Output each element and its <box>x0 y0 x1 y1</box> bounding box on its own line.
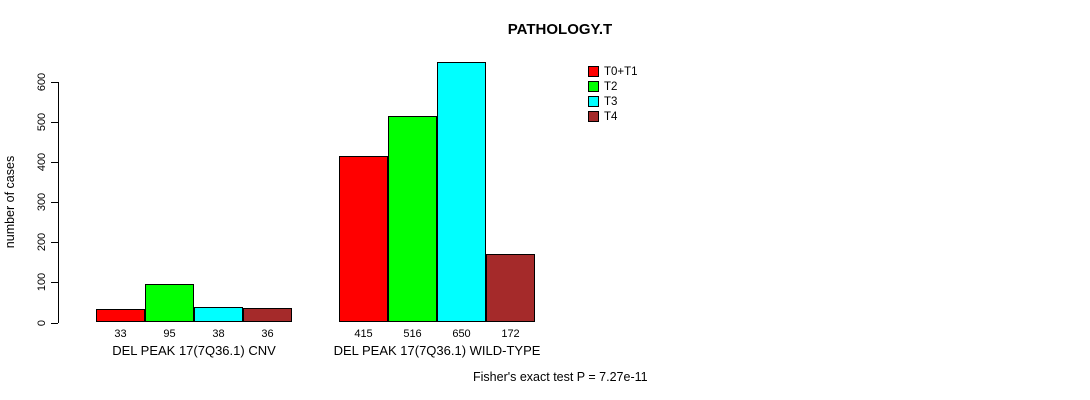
bar-value-label: 36 <box>261 327 274 340</box>
bar-value-label: 415 <box>354 327 373 340</box>
y-tick-label: 500 <box>36 112 48 132</box>
y-tick <box>51 162 58 164</box>
y-tick <box>51 242 58 244</box>
bar-t0-t1-group1 <box>96 309 145 323</box>
y-axis-label: number of cases <box>3 155 17 249</box>
bar-value-label: 95 <box>163 327 176 340</box>
bar-value-label: 516 <box>403 327 422 340</box>
legend-swatch-t4 <box>588 111 599 122</box>
legend-item: T4 <box>588 109 638 124</box>
y-tick <box>51 82 58 83</box>
bar-value-label: 33 <box>114 327 127 340</box>
y-tick <box>51 122 58 124</box>
legend-label: T4 <box>604 110 618 123</box>
legend-swatch-t2 <box>588 81 599 92</box>
group-label-2: DEL PEAK 17(7Q36.1) WILD-TYPE <box>333 342 541 358</box>
bar-t4-group1 <box>243 308 292 323</box>
y-tick-label: 0 <box>36 319 48 326</box>
y-tick-label: 400 <box>36 152 48 172</box>
bar-value-label: 172 <box>501 327 520 340</box>
legend: T0+T1 T2 T3 T4 <box>588 64 638 124</box>
annotation-fisher-test: Fisher's exact test P = 7.27e-11 <box>473 370 648 384</box>
legend-swatch-t0-t1 <box>588 66 599 77</box>
chart-title: PATHOLOGY.T <box>507 21 613 38</box>
bar-t3-group1 <box>194 307 243 323</box>
group-label-1: DEL PEAK 17(7Q36.1) CNV <box>112 342 276 358</box>
y-tick-label: 600 <box>36 72 48 92</box>
legend-item: T3 <box>588 94 638 109</box>
bar-t2-group1 <box>145 284 194 323</box>
bar-value-label: 650 <box>452 327 471 340</box>
bar-t0-t1-group2 <box>339 156 388 323</box>
y-tick <box>51 322 58 324</box>
y-tick <box>51 202 58 204</box>
bar-t4-group2 <box>486 253 535 323</box>
legend-item: T0+T1 <box>588 64 638 79</box>
y-tick-label: 300 <box>36 193 48 212</box>
bar-t3-group2 <box>437 61 486 323</box>
legend-label: T2 <box>604 80 618 93</box>
bar-t2-group2 <box>388 115 437 323</box>
y-tick-label: 100 <box>36 273 48 292</box>
legend-label: T0+T1 <box>604 65 638 78</box>
y-axis-line <box>58 82 59 323</box>
y-tick <box>51 282 58 284</box>
y-tick-label: 200 <box>36 233 48 252</box>
legend-label: T3 <box>604 95 618 108</box>
legend-swatch-t3 <box>588 96 599 107</box>
bar-value-label: 38 <box>212 327 225 340</box>
legend-item: T2 <box>588 79 638 94</box>
